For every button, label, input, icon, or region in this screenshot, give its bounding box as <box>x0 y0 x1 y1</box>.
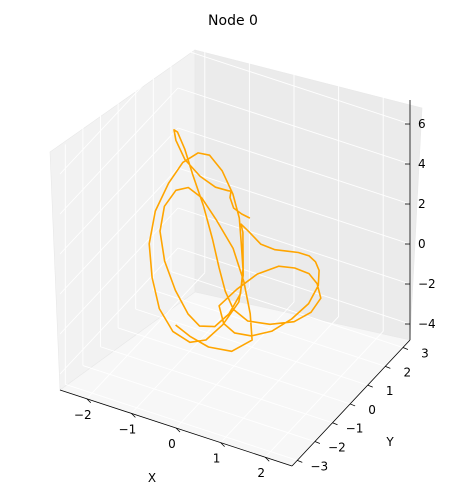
y-tick-label: −1 <box>346 422 364 436</box>
x-tick-mark <box>86 398 92 404</box>
z-gridline <box>177 87 411 165</box>
z-gridline <box>177 167 411 245</box>
x-tick-mark <box>220 442 225 447</box>
y-tick-mark <box>349 403 356 407</box>
x-gridline <box>175 301 295 429</box>
y-tick-mark <box>367 384 373 388</box>
x-tick-label: 0 <box>168 437 176 451</box>
y-tick-label: 0 <box>368 403 376 417</box>
chart-title: Node 0 <box>208 13 258 29</box>
x-tick-mark <box>175 427 181 433</box>
y-tick-label: 1 <box>386 384 394 398</box>
z-gridline <box>59 167 179 295</box>
z-gridline <box>59 207 179 335</box>
z-gridline <box>59 87 179 215</box>
y-tick-label: 3 <box>421 347 429 361</box>
z-gridline <box>177 47 411 125</box>
x-tick-label: 2 <box>257 466 265 480</box>
y-gridline <box>100 346 333 424</box>
x-axis-label: X <box>148 471 156 485</box>
y-tick-label: −2 <box>328 441 346 455</box>
y-axis-line <box>291 339 411 467</box>
y-tick-label: 2 <box>404 365 412 379</box>
y-tick-label: −3 <box>310 459 328 473</box>
grid-lines <box>59 31 411 461</box>
y-tick-mark <box>297 459 303 463</box>
y-tick-mark <box>385 365 391 369</box>
z-tick-label: −4 <box>418 317 436 331</box>
z-gridline <box>177 127 411 205</box>
y-gridline <box>82 365 316 442</box>
z-gridline <box>59 127 179 255</box>
z-tick-label: 4 <box>418 157 426 171</box>
x-axis-line <box>59 389 293 467</box>
z-tick-label: −2 <box>418 277 436 291</box>
y-gridline <box>153 289 386 367</box>
axes <box>59 100 411 467</box>
y-axis-label: Y <box>385 435 394 449</box>
y-tick-mark <box>402 347 409 350</box>
x-gridline <box>86 272 206 400</box>
y-gridline <box>65 383 298 461</box>
y-tick-mark <box>332 422 338 426</box>
y-gridline <box>170 271 404 348</box>
y-tick-mark <box>314 441 321 444</box>
z-gridline <box>59 47 179 175</box>
x-gridline <box>264 330 384 458</box>
x-tick-label: −1 <box>119 422 137 436</box>
x-tick-label: −2 <box>74 408 92 422</box>
y-gridline <box>117 327 351 405</box>
x-tick-label: 1 <box>213 452 221 466</box>
series-line-0 <box>148 129 322 353</box>
x-gridline <box>220 316 339 443</box>
z-gridline <box>59 247 179 375</box>
plot-area <box>148 129 322 353</box>
y-gridline <box>135 308 368 386</box>
x-tick-mark <box>264 456 270 462</box>
x-tick-mark <box>131 413 136 418</box>
z-tick-label: 0 <box>418 237 426 251</box>
z-tick-label: 2 <box>418 197 426 211</box>
z-tick-label: 6 <box>418 117 426 131</box>
x-gridline <box>131 287 250 414</box>
